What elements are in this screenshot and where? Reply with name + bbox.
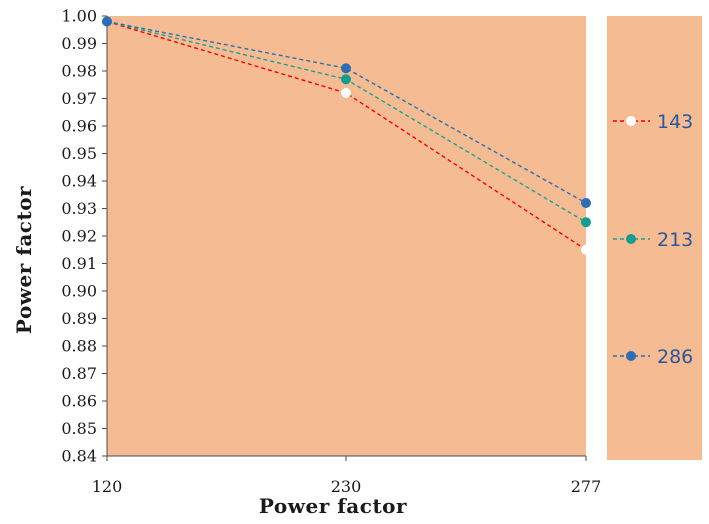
y-tick-label: 0.92 — [61, 227, 97, 246]
legend-marker-143 — [626, 116, 636, 126]
y-tick-label: 0.94 — [61, 172, 97, 191]
legend-marker-213 — [626, 234, 636, 244]
y-tick-label: 0.98 — [61, 62, 97, 81]
y-tick-label: 0.86 — [61, 392, 97, 411]
y-tick-label: 0.95 — [61, 144, 97, 163]
y-axis-title: Power factor — [12, 186, 36, 334]
y-tick-label: 0.91 — [61, 254, 97, 273]
y-tick-labels: 0.84 0.85 0.86 0.87 0.88 0.89 0.90 0.91 0.92 0.93… — [61, 7, 107, 466]
series-point-213 — [581, 217, 591, 228]
y-tick-label: 0.96 — [61, 117, 97, 136]
x-tick-label: 277 — [571, 477, 602, 496]
y-tick-label: 0.85 — [61, 419, 97, 438]
y-tick-label: 0.84 — [61, 447, 97, 466]
series-group — [102, 16, 591, 255]
series-point-286 — [581, 198, 591, 208]
legend-label-213: 213 — [657, 229, 693, 251]
y-tick-label: 0.97 — [61, 89, 97, 108]
legend-label-143: 143 — [657, 111, 693, 133]
y-tick-label: 0.93 — [61, 199, 97, 218]
x-tick-label: 230 — [331, 477, 362, 496]
y-tick-label: 0.90 — [61, 282, 97, 301]
series-point-213 — [341, 74, 351, 85]
series-point-143 — [341, 88, 351, 98]
series-point-286 — [102, 16, 112, 27]
y-tick-label: 0.89 — [61, 309, 97, 328]
legend: 143 213 286 — [613, 111, 693, 368]
x-tick-label: 120 — [92, 477, 123, 496]
y-tick-label: 0.87 — [61, 364, 97, 383]
x-tick-labels: 120 230 277 — [92, 456, 602, 496]
legend-box — [607, 16, 702, 460]
series-line-286 — [106, 20, 587, 204]
y-tick-label: 1.00 — [61, 7, 97, 26]
series-point-143 — [581, 244, 591, 255]
x-axis-title: Power factor — [259, 494, 407, 518]
legend-label-286: 286 — [657, 346, 693, 368]
legend-marker-286 — [626, 351, 636, 361]
y-tick-label: 0.88 — [61, 337, 97, 356]
series-point-286 — [341, 63, 351, 74]
y-tick-label: 0.99 — [61, 34, 97, 53]
